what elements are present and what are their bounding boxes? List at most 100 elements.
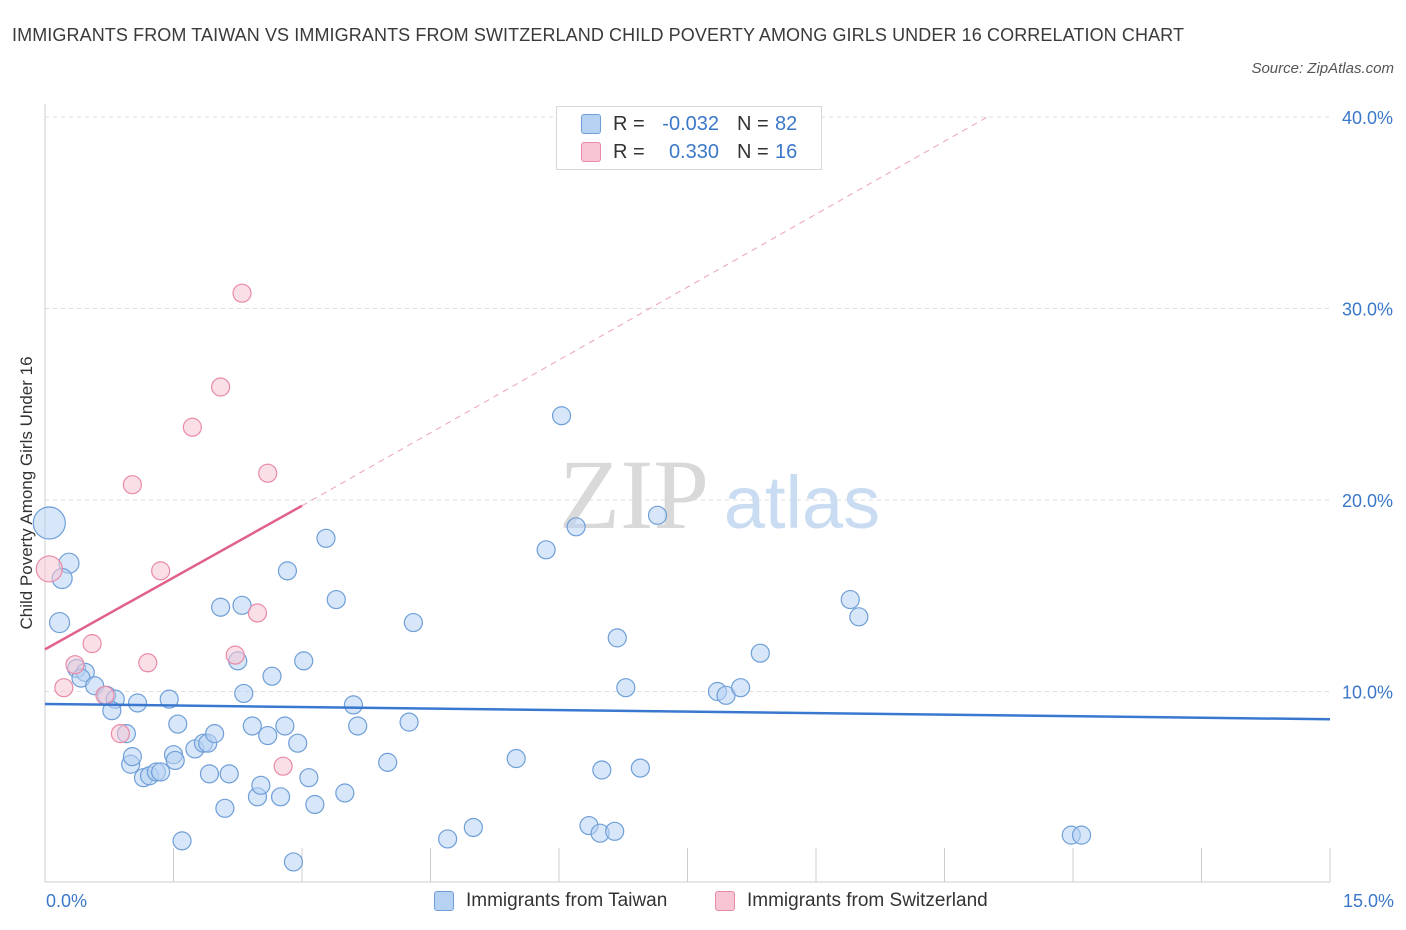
taiwan-point	[159, 689, 179, 709]
legend-r-label: R =	[613, 140, 645, 163]
y-tick-label: 20.0%	[1342, 491, 1393, 511]
stats-legend: R = -0.032 N = 82 R = 0.330 N = 16	[556, 106, 822, 170]
taiwan-point	[127, 693, 148, 713]
watermark: ZIP atlas	[559, 439, 880, 550]
legend-swatch-taiwan	[581, 114, 601, 134]
legend-r-value: 0.330	[668, 140, 719, 163]
legend-r-value: -0.032	[662, 112, 719, 135]
legend-n-value: 16	[775, 140, 798, 163]
x-tick-label-min: 0.0%	[46, 891, 88, 911]
taiwan-point	[750, 643, 770, 663]
switzerland-point	[151, 561, 171, 581]
taiwan-point	[232, 595, 252, 615]
trend-lines	[44, 116, 1331, 721]
switzerland-trend-line	[44, 504, 303, 651]
y-tick-label: 30.0%	[1342, 300, 1393, 320]
legend-swatch-switzerland	[715, 891, 735, 911]
taiwan-point	[299, 768, 319, 788]
taiwan-point	[234, 683, 254, 704]
switzerland-point	[232, 283, 252, 303]
taiwan-point	[275, 716, 295, 736]
legend-label-taiwan: Immigrants from Taiwan	[466, 890, 668, 911]
taiwan-point	[242, 716, 262, 736]
taiwan-point	[205, 724, 225, 744]
switzerland-point	[95, 685, 115, 705]
taiwan-point	[536, 540, 556, 560]
taiwan-point	[172, 831, 192, 851]
taiwan-point	[551, 406, 572, 426]
legend-label-switzerland: Immigrants from Switzerland	[747, 890, 988, 911]
taiwan-point	[277, 561, 298, 581]
taiwan-point	[262, 666, 282, 686]
legend-swatch-taiwan	[434, 891, 454, 911]
taiwan-point	[151, 762, 171, 782]
legend-n-label: N =	[737, 140, 769, 163]
taiwan-point	[215, 798, 235, 818]
taiwan-point	[288, 733, 308, 753]
legend-r-label: R =	[613, 112, 645, 135]
taiwan-point	[463, 817, 483, 838]
series-legend: Immigrants from Taiwan Immigrants from S…	[0, 890, 1406, 916]
taiwan-point	[1071, 825, 1092, 845]
taiwan-point	[294, 651, 314, 671]
taiwan-point	[506, 748, 526, 769]
taiwan-point	[316, 528, 336, 548]
switzerland-point	[82, 634, 102, 654]
taiwan-point	[305, 794, 325, 815]
switzerland-point	[182, 417, 202, 437]
taiwan-point	[566, 517, 586, 537]
switzerland-point	[273, 756, 293, 776]
switzerland-point	[35, 555, 63, 583]
taiwan-point	[326, 589, 346, 610]
taiwan-point	[270, 787, 291, 807]
taiwan-point	[399, 712, 419, 732]
series-taiwan-points	[32, 406, 1092, 872]
taiwan-point	[849, 607, 869, 627]
legend-n-value: 82	[775, 112, 798, 135]
series-switzerland-points	[35, 283, 293, 776]
switzerland-point	[54, 678, 74, 698]
y-tick-labels: 10.0% 20.0% 30.0% 40.0%	[1342, 108, 1393, 703]
source-label: Source: ZipAtlas.com	[1251, 60, 1394, 77]
taiwan-point	[48, 611, 71, 634]
taiwan-point	[219, 764, 239, 784]
taiwan-point	[731, 678, 751, 698]
taiwan-point	[592, 760, 612, 780]
taiwan-point	[616, 678, 636, 698]
taiwan-point	[630, 758, 650, 778]
taiwan-point	[251, 775, 271, 795]
watermark-atlas: atlas	[724, 461, 880, 544]
chart-title: IMMIGRANTS FROM TAIWAN VS IMMIGRANTS FRO…	[12, 25, 1185, 45]
taiwan-point	[335, 783, 355, 803]
taiwan-trend-line	[44, 702, 1331, 721]
taiwan-point	[32, 506, 66, 540]
x-tick-label-max: 15.0%	[1342, 891, 1394, 911]
switzerland-point	[211, 377, 231, 397]
taiwan-point	[647, 505, 668, 525]
taiwan-point	[343, 695, 363, 715]
y-tick-label: 40.0%	[1342, 108, 1393, 128]
switzerland-point	[138, 653, 158, 673]
taiwan-point	[122, 747, 142, 767]
taiwan-point	[199, 764, 220, 784]
switzerland-point	[65, 655, 85, 675]
taiwan-point	[283, 852, 304, 872]
taiwan-point	[211, 597, 231, 617]
taiwan-point	[607, 628, 627, 648]
taiwan-point	[605, 821, 625, 841]
switzerland-point	[225, 645, 245, 665]
taiwan-point	[840, 589, 860, 610]
legend-swatch-switzerland	[581, 142, 601, 162]
legend-item-taiwan: Immigrants from Taiwan	[434, 890, 667, 912]
legend-n-label: N =	[737, 112, 769, 135]
taiwan-point	[438, 829, 458, 849]
taiwan-point	[258, 725, 278, 746]
taiwan-point	[165, 750, 185, 771]
taiwan-point	[348, 716, 368, 736]
axes	[44, 104, 1331, 883]
taiwan-point	[168, 714, 188, 734]
taiwan-point	[403, 612, 423, 633]
switzerland-point	[247, 603, 268, 623]
taiwan-point	[378, 752, 398, 772]
